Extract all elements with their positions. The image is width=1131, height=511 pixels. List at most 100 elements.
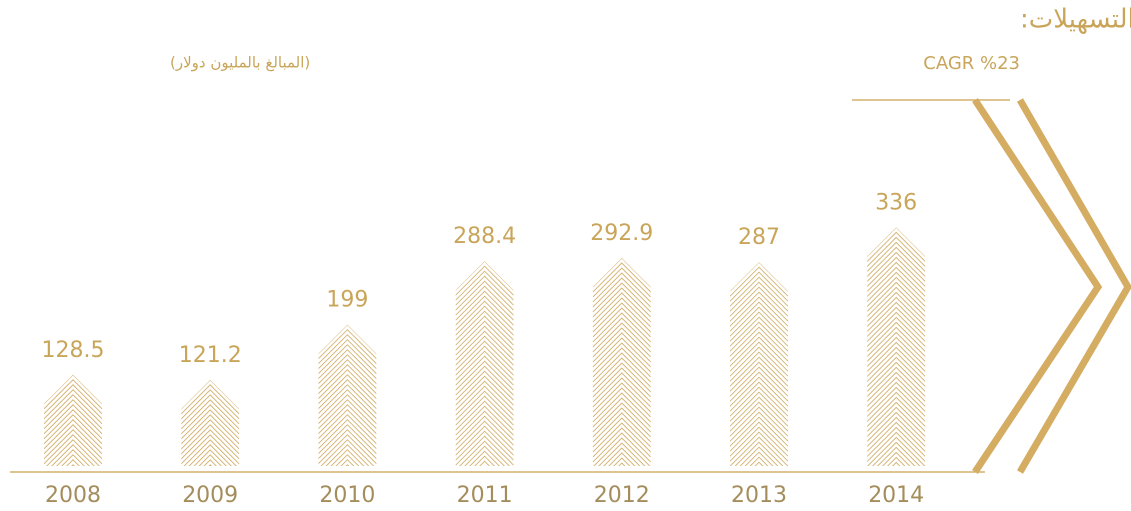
data-label: 336 xyxy=(875,190,917,215)
hatch-line xyxy=(455,375,514,406)
hatch-line xyxy=(730,441,788,466)
hatch-line xyxy=(867,316,926,347)
hatch-line xyxy=(318,419,377,450)
hatch-line xyxy=(44,384,102,415)
bar xyxy=(181,380,239,466)
hatch-line xyxy=(730,291,788,322)
hatch-line xyxy=(44,424,102,455)
hatch-line xyxy=(455,320,514,351)
chart-subtitle: CAGR %23 xyxy=(923,53,1020,74)
hatch-line xyxy=(455,300,514,331)
x-tick-label: 2010 xyxy=(319,483,375,508)
hatch-line xyxy=(730,426,788,457)
hatch-line xyxy=(867,371,926,402)
hatch-line xyxy=(592,357,651,388)
hatch-line xyxy=(867,391,926,422)
hatch-line xyxy=(44,449,102,466)
bar-hatch xyxy=(455,261,514,466)
hatch-line xyxy=(318,404,377,435)
hatch-line xyxy=(730,386,788,417)
hatch-line xyxy=(592,267,651,298)
hatch-line xyxy=(867,366,926,397)
hatch-line xyxy=(867,386,926,417)
x-tick-label: 2008 xyxy=(45,483,101,508)
arrow-decoration xyxy=(1016,98,1131,474)
hatch-line xyxy=(592,402,651,433)
hatch-line xyxy=(730,271,788,302)
hatch-line xyxy=(455,330,514,361)
hatch-line xyxy=(730,336,788,367)
x-tick-label: 2012 xyxy=(594,483,650,508)
hatch-line xyxy=(455,275,514,306)
bar-hatch xyxy=(181,379,240,466)
hatch-line xyxy=(867,351,926,382)
hatch-line xyxy=(730,446,788,466)
hatch-line xyxy=(181,404,240,435)
hatch-line xyxy=(455,315,514,346)
hatch-line xyxy=(730,381,788,412)
hatch-line xyxy=(318,424,377,455)
hatch-line xyxy=(867,261,926,292)
hatch-line xyxy=(730,311,788,342)
hatch-line xyxy=(592,367,651,398)
hatch-line xyxy=(455,290,514,321)
hatch-line xyxy=(318,399,377,430)
hatch-line xyxy=(181,429,240,460)
hatch-line xyxy=(730,326,788,357)
hatch-line xyxy=(592,332,651,363)
hatch-line xyxy=(44,409,102,440)
hatch-line xyxy=(455,390,514,421)
hatch-line xyxy=(730,262,788,292)
hatch-line xyxy=(318,444,377,466)
hatch-line xyxy=(592,287,651,318)
hatch-line xyxy=(318,329,377,360)
hatch-line xyxy=(592,392,651,423)
hatch-line xyxy=(455,440,514,466)
hatch-line xyxy=(44,434,102,465)
hatch-line xyxy=(592,452,651,466)
data-label: 199 xyxy=(326,288,368,313)
hatch-line xyxy=(592,352,651,383)
x-tick-label: 2013 xyxy=(731,483,787,508)
hatch-line xyxy=(730,306,788,337)
hatch-line xyxy=(181,414,240,445)
hatch-line xyxy=(44,389,102,420)
hatch-line xyxy=(318,354,377,385)
hatch-line xyxy=(181,444,240,466)
hatch-line xyxy=(867,421,926,452)
hatch-line xyxy=(867,311,926,342)
hatch-line xyxy=(455,450,514,466)
hatch-line xyxy=(318,364,377,395)
hatch-line xyxy=(455,360,514,391)
hatch-line xyxy=(318,414,377,445)
hatch-line xyxy=(867,326,926,357)
hatch-line xyxy=(181,434,240,465)
hatch-line xyxy=(455,295,514,326)
hatch-line xyxy=(730,321,788,352)
hatch-line xyxy=(181,459,240,466)
hatch-line xyxy=(592,277,651,308)
hatch-line xyxy=(867,231,926,262)
unit-label: (المبالغ بالمليون دولار) xyxy=(170,54,310,72)
hatch-line xyxy=(867,376,926,407)
hatch-line xyxy=(592,262,651,293)
hatch-line xyxy=(730,366,788,397)
hatch-line xyxy=(455,370,514,401)
hatch-line xyxy=(867,296,926,327)
hatch-line xyxy=(592,427,651,458)
hatch-line xyxy=(592,442,651,466)
hatch-line xyxy=(867,331,926,362)
hatch-line xyxy=(318,434,377,465)
hatch-line xyxy=(867,251,926,282)
hatch-line xyxy=(730,286,788,317)
hatch-line xyxy=(730,351,788,382)
hatch-line xyxy=(867,241,926,272)
hatch-line xyxy=(455,265,514,296)
hatch-line xyxy=(867,406,926,437)
hatch-line xyxy=(455,345,514,376)
hatch-line xyxy=(730,396,788,427)
hatch-line xyxy=(44,459,102,466)
hatch-line xyxy=(44,464,102,466)
hatch-line xyxy=(867,356,926,387)
